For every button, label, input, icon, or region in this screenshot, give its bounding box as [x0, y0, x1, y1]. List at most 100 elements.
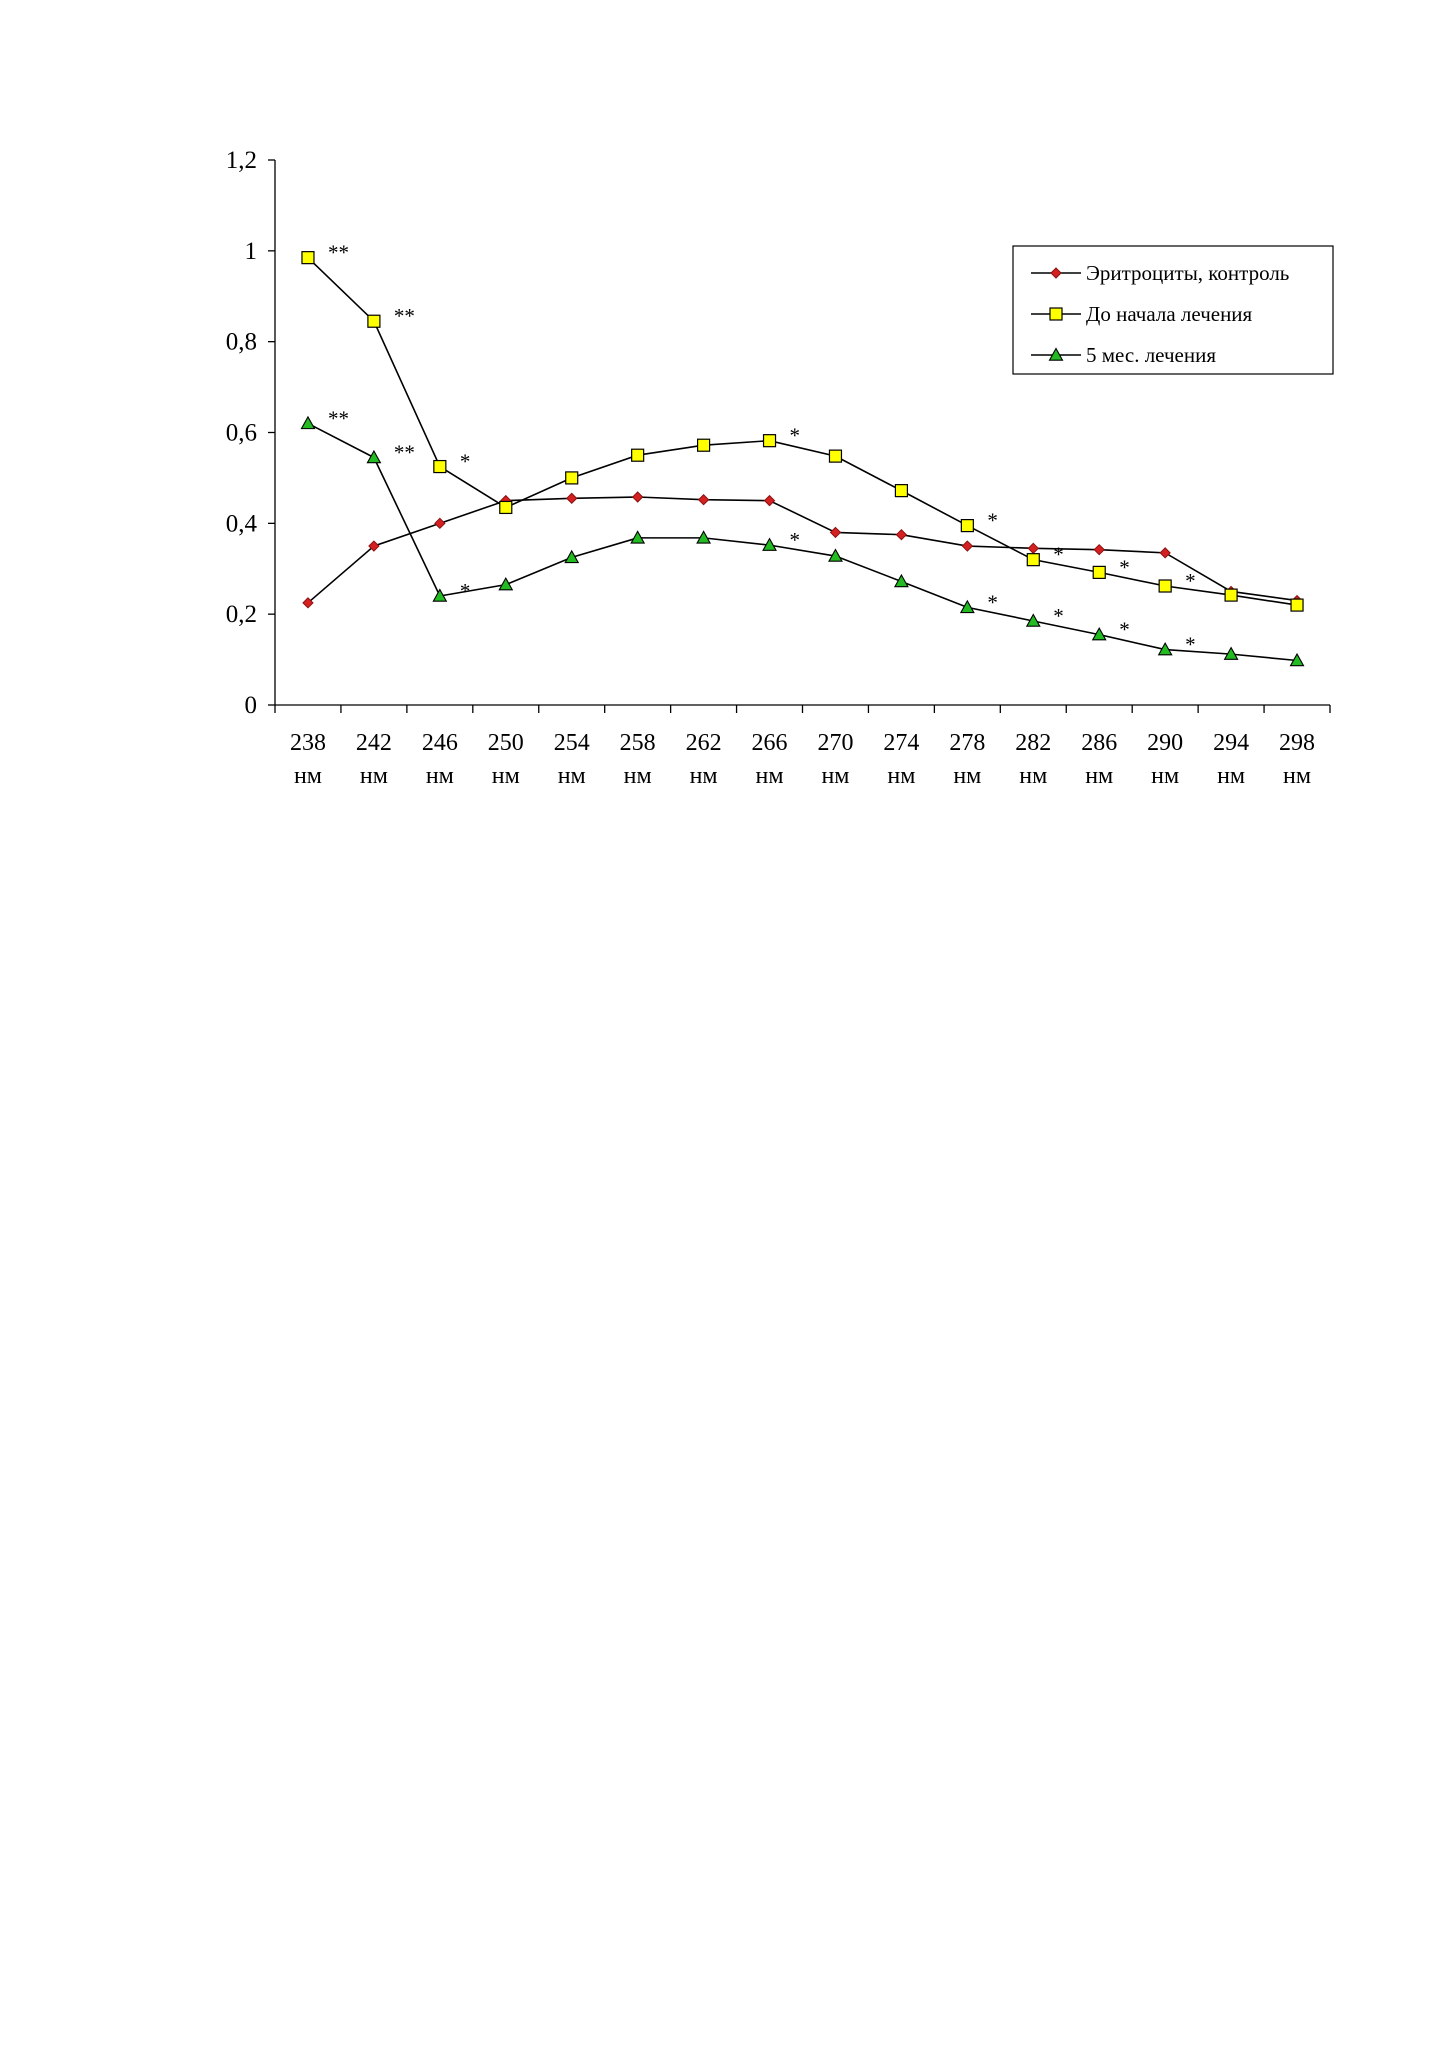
- x-tick-label-line: 290: [1147, 730, 1183, 756]
- data-point: [893, 573, 909, 588]
- axes: [274, 160, 1330, 706]
- x-axis-ticks: 238 нм 242 нм 246 нм 250 нм 254 нм 258 нм 262 нм 266 нм…: [274, 705, 1331, 789]
- x-tick-label-line: 266: [752, 730, 788, 756]
- x-tick-label-line: нм: [1085, 763, 1113, 789]
- data-point: [565, 471, 579, 485]
- significance-annotation: *: [1119, 618, 1130, 642]
- data-point: [763, 494, 776, 507]
- x-tick-label-line: нм: [953, 763, 981, 789]
- x-tick-label: 274 нм: [883, 730, 919, 789]
- x-tick-label: 278 нм: [949, 730, 985, 789]
- y-tick-label: 0,2: [226, 601, 257, 628]
- series-2: **********: [301, 241, 1304, 612]
- x-tick-label-line: нм: [360, 763, 388, 789]
- x-tick-label: 266 нм: [752, 730, 788, 789]
- data-point: [1224, 588, 1238, 602]
- legend-marker: [1050, 267, 1062, 279]
- legend-marker: [1049, 307, 1063, 321]
- significance-annotation: **: [328, 241, 349, 265]
- data-point: [302, 597, 314, 609]
- x-tick-label: 250 нм: [488, 730, 524, 789]
- x-tick-label-line: 278: [949, 730, 985, 756]
- y-tick-label: 0,6: [226, 420, 257, 447]
- data-point: [499, 500, 513, 515]
- data-point: [1091, 626, 1107, 641]
- data-point: [1025, 613, 1041, 627]
- significance-annotation: *: [1119, 555, 1130, 579]
- x-tick-label-line: 250: [488, 730, 524, 756]
- data-point: [960, 519, 974, 533]
- data-point: [828, 449, 843, 463]
- x-tick-label: 262 нм: [686, 730, 722, 789]
- data-point: [959, 599, 975, 614]
- x-tick-label-line: 294: [1213, 730, 1249, 756]
- legend-label: Эритроциты, контроль: [1086, 261, 1289, 285]
- x-tick-label-line: нм: [1283, 763, 1311, 789]
- x-tick-label-line: 258: [620, 730, 656, 756]
- x-tick-label-line: нм: [492, 763, 520, 789]
- x-tick-label-line: 238: [290, 730, 326, 756]
- series-line: [307, 257, 1298, 606]
- significance-annotation: *: [1185, 569, 1196, 593]
- legend: Эритроциты, контроль До начала лечения 5 м…: [1012, 245, 1334, 375]
- series-3: **********: [300, 406, 1305, 667]
- y-tick-label: 0,4: [226, 510, 258, 537]
- data-point: [432, 588, 448, 602]
- significance-annotation: *: [790, 424, 801, 448]
- data-point: [1289, 652, 1305, 667]
- x-tick-label-line: нм: [426, 763, 454, 789]
- significance-annotation: *: [987, 590, 998, 614]
- x-tick-label: 258 нм: [620, 730, 656, 789]
- y-tick-label: 1: [245, 238, 258, 265]
- x-tick-label-line: нм: [690, 763, 718, 789]
- data-point: [894, 484, 909, 498]
- x-tick-label-line: 274: [883, 730, 919, 756]
- data-point: [697, 494, 710, 506]
- significance-annotation: *: [987, 509, 998, 533]
- data-point: [564, 549, 580, 564]
- data-point: [301, 251, 315, 265]
- series-line: [307, 496, 1298, 604]
- data-point: [1092, 565, 1106, 579]
- x-tick-label: 286 нм: [1081, 730, 1117, 789]
- data-point: [828, 548, 843, 562]
- legend-label: До начала лечения: [1086, 302, 1253, 326]
- x-tick-label-line: 254: [554, 730, 590, 756]
- data-point: [1027, 542, 1039, 555]
- data-point: [895, 528, 908, 541]
- x-tick-label: 246 нм: [422, 730, 458, 789]
- x-tick-label-line: 270: [817, 730, 853, 756]
- x-tick-label-line: нм: [1217, 763, 1245, 789]
- x-tick-label: 238 нм: [290, 730, 326, 789]
- data-point: [366, 449, 382, 464]
- data-point: [630, 530, 646, 544]
- x-tick-label-line: нм: [558, 763, 586, 789]
- data-point: [1026, 553, 1040, 567]
- significance-annotation: *: [460, 450, 471, 474]
- x-tick-label-line: нм: [887, 763, 915, 789]
- x-tick-label: 282 нм: [1015, 730, 1051, 789]
- y-tick-label: 0,8: [226, 329, 257, 356]
- data-point: [433, 459, 447, 474]
- series-1: [302, 491, 1303, 609]
- y-axis-ticks: 0 0,2 0,4 0,6 0,8 1 1,2: [226, 147, 275, 719]
- data-point: [1158, 579, 1172, 593]
- significance-annotation: *: [1053, 543, 1064, 567]
- data-point: [631, 448, 645, 462]
- x-tick-label: 290 нм: [1147, 730, 1183, 789]
- data-point: [368, 540, 380, 552]
- x-tick-label-line: 246: [422, 730, 458, 756]
- significance-annotation: **: [394, 304, 415, 328]
- data-point: [829, 526, 842, 539]
- significance-annotation: *: [790, 528, 801, 552]
- x-tick-label-line: 282: [1015, 730, 1051, 756]
- x-tick-label: 298 нм: [1279, 730, 1315, 789]
- data-point: [1159, 547, 1171, 559]
- data-point: [762, 537, 777, 551]
- series-line: [307, 422, 1298, 662]
- series-layer: ********************: [300, 241, 1305, 667]
- data-point: [566, 492, 578, 505]
- x-tick-label-line: нм: [756, 763, 784, 789]
- data-point: [631, 491, 644, 503]
